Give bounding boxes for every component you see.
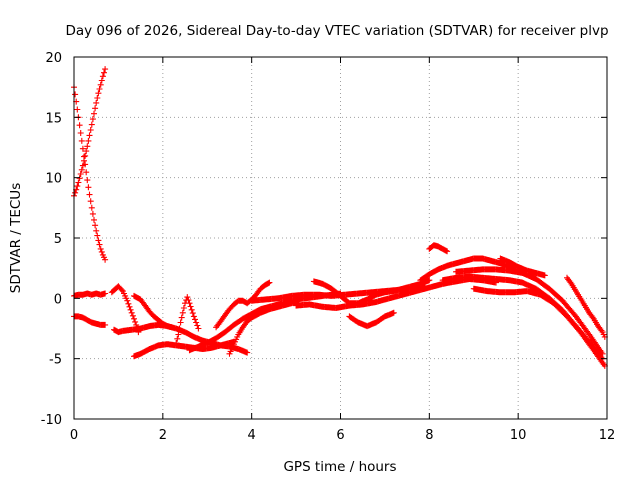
series-sat-h: [131, 292, 175, 331]
series-sat-b: [71, 84, 109, 263]
x-tick-label: 8: [425, 428, 433, 443]
y-tick-label: -5: [49, 353, 62, 368]
series-sat-c: [71, 290, 109, 299]
series-sat-o: [310, 277, 433, 307]
series-sat-p: [346, 309, 397, 330]
x-tick-label: 4: [248, 428, 256, 443]
data-points: [71, 66, 608, 369]
series-sat-s: [439, 273, 606, 362]
y-tick-label: 0: [54, 292, 62, 307]
series-sat-k: [213, 279, 273, 331]
series-sat-d: [71, 313, 109, 328]
y-tick-label: 15: [45, 111, 62, 126]
grid: [74, 57, 607, 419]
y-tick-label: -10: [41, 413, 62, 428]
series-sat-t: [453, 266, 606, 357]
series-sat-v: [497, 255, 548, 279]
axes: 0 2 4 6 8 10 12 -10 -5 0 5 10 15 20: [41, 51, 616, 443]
y-tick-label: 10: [45, 172, 62, 187]
y-axis-label: SDTVAR / TECUs: [8, 183, 24, 293]
series-sat-f: [131, 338, 237, 360]
series-sat-u: [470, 285, 608, 369]
series-sat-g: [108, 283, 142, 336]
x-tick-label: 10: [510, 428, 527, 443]
x-tick-label: 6: [336, 428, 344, 443]
series-sat-i: [173, 294, 202, 346]
x-tick-label: 0: [70, 428, 78, 443]
series-sat-w: [564, 274, 608, 340]
x-axis-label: GPS time / hours: [283, 459, 396, 475]
series-sat-q: [417, 255, 522, 284]
chart-title: Day 096 of 2026, Sidereal Day-to-day VTE…: [65, 23, 608, 39]
series-sat-r: [426, 242, 451, 255]
series-sat-l: [226, 299, 300, 357]
x-tick-label: 2: [159, 428, 167, 443]
x-tick-label: 12: [599, 428, 616, 443]
series-sat-a: [71, 66, 109, 199]
y-tick-label: 20: [45, 51, 62, 66]
y-tick-label: 5: [54, 232, 62, 247]
